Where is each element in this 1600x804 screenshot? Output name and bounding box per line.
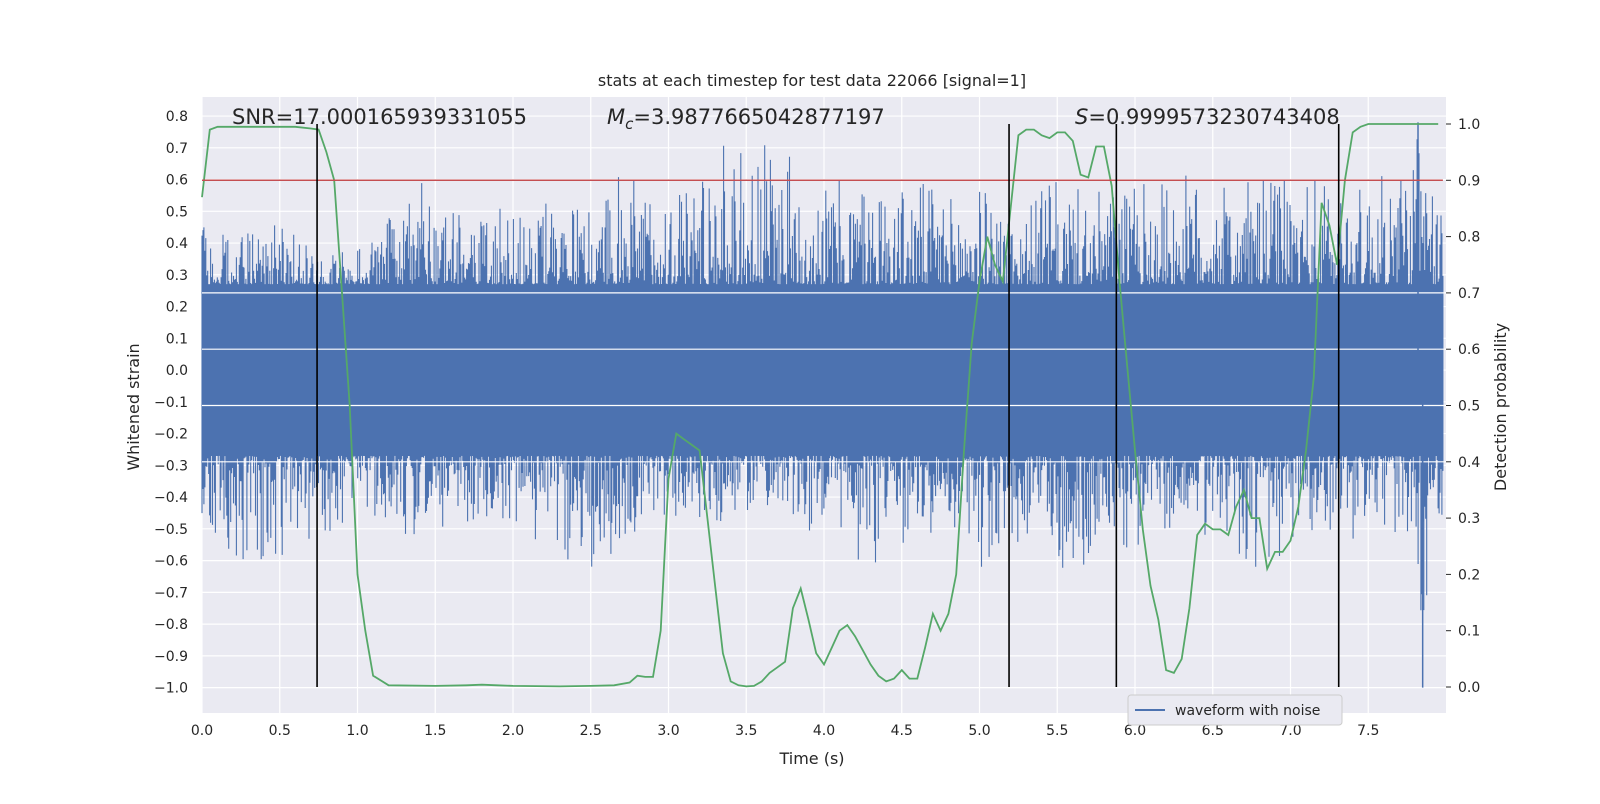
x-tick-label: 1.5 [424, 723, 446, 739]
y-left-tick-label: −0.5 [154, 522, 188, 538]
y-left-tick-label: −0.6 [154, 554, 188, 570]
y-left-tick-label: 0.8 [166, 109, 188, 125]
y-right-tick-label: 0.0 [1458, 680, 1480, 696]
y-left-tick-label: 0.7 [166, 141, 188, 157]
y-right-tick-label: 0.9 [1458, 173, 1480, 189]
chirp-mass-annotation: Mc=3.9877665042877197 [607, 105, 885, 133]
score-annotation: S=0.9999573230743408 [1075, 105, 1340, 129]
y-right-axis-ticks: 1.0 0.9 0.8 0.7 0.6 0.5 0.4 0.3 0.2 0.1 0.0 [1446, 117, 1480, 696]
y-right-tick-label: 0.5 [1458, 399, 1480, 415]
mc-value: =3.9877665042877197 [633, 105, 884, 129]
legend-box [1127, 694, 1343, 726]
y-left-tick-label: −0.4 [154, 490, 188, 506]
y-right-tick-label: 0.7 [1458, 286, 1480, 302]
x-tick-label: 4.0 [813, 723, 835, 739]
probability-series [201, 123, 1439, 688]
y-left-tick-label: −0.3 [154, 458, 188, 474]
y-right-tick-label: 1.0 [1458, 117, 1480, 133]
x-tick-label: 3.5 [735, 723, 757, 739]
y-right-tick-label: 0.8 [1458, 230, 1480, 246]
y-left-tick-label: −0.1 [154, 395, 188, 411]
y-left-tick-label: −0.8 [154, 617, 188, 633]
x-tick-label: 3.0 [657, 723, 679, 739]
x-tick-label: 1.0 [346, 723, 368, 739]
y-left-axis-ticks: 0.8 0.7 0.6 0.5 0.4 0.3 0.2 0.1 0.0 −0.1 −0.2 −0.3 −… [154, 109, 188, 697]
x-tick-label: 0.5 [269, 723, 291, 739]
y-left-tick-label: −0.9 [154, 649, 188, 665]
waveform-core [202, 284, 1443, 456]
y-left-tick-label: 0.4 [166, 236, 188, 252]
waveform-series [201, 122, 1446, 688]
chart-title: stats at each timestep for test data 220… [598, 71, 1026, 90]
mc-subscript: c [625, 115, 634, 133]
x-tick-label: 5.0 [968, 723, 990, 739]
legend: waveform with noise [1127, 694, 1343, 726]
snr-annotation: SNR=17.000165939331055 [232, 105, 527, 129]
y-left-tick-label: −0.7 [154, 585, 188, 601]
y-right-tick-label: 0.1 [1458, 624, 1480, 640]
y-left-tick-label: −1.0 [154, 681, 188, 697]
y-left-tick-label: 0.5 [166, 204, 188, 220]
y-right-axis-label: Detection probability [1491, 323, 1510, 491]
x-tick-label: 5.5 [1046, 723, 1068, 739]
y-left-tick-label: −0.2 [154, 427, 188, 443]
y-right-tick-label: 0.3 [1458, 511, 1480, 527]
x-tick-label: 2.0 [502, 723, 524, 739]
x-tick-label: 6.5 [1202, 723, 1224, 739]
mc-symbol: M [607, 105, 625, 129]
s-symbol: S [1075, 105, 1088, 129]
x-tick-label: 4.5 [891, 723, 913, 739]
x-tick-label: 2.5 [580, 723, 602, 739]
x-tick-label: 7.5 [1357, 723, 1379, 739]
y-right-tick-label: 0.6 [1458, 342, 1480, 358]
y-left-tick-label: 0.0 [166, 363, 188, 379]
legend-label: waveform with noise [1175, 703, 1320, 719]
y-left-tick-label: 0.1 [166, 331, 188, 347]
s-value: =0.9999573230743408 [1088, 105, 1339, 129]
probability-line [201, 123, 1439, 688]
vertical-markers [316, 124, 1340, 687]
y-right-tick-label: 0.4 [1458, 455, 1480, 471]
x-tick-label: 7.0 [1279, 723, 1301, 739]
x-tick-label: 6.0 [1124, 723, 1146, 739]
x-axis-label: Time (s) [778, 749, 844, 768]
y-left-tick-label: 0.3 [166, 268, 188, 284]
x-tick-label: 0.0 [191, 723, 213, 739]
x-axis-ticks: 0.0 0.5 1.0 1.5 2.0 2.5 3.0 3.5 4.0 4.5 5.0 5.5 6.0 6… [191, 723, 1380, 739]
y-left-tick-label: 0.2 [166, 300, 188, 316]
y-left-tick-label: 0.6 [166, 173, 188, 189]
y-right-tick-label: 0.2 [1458, 567, 1480, 583]
y-left-axis-label: Whitened strain [124, 343, 143, 470]
